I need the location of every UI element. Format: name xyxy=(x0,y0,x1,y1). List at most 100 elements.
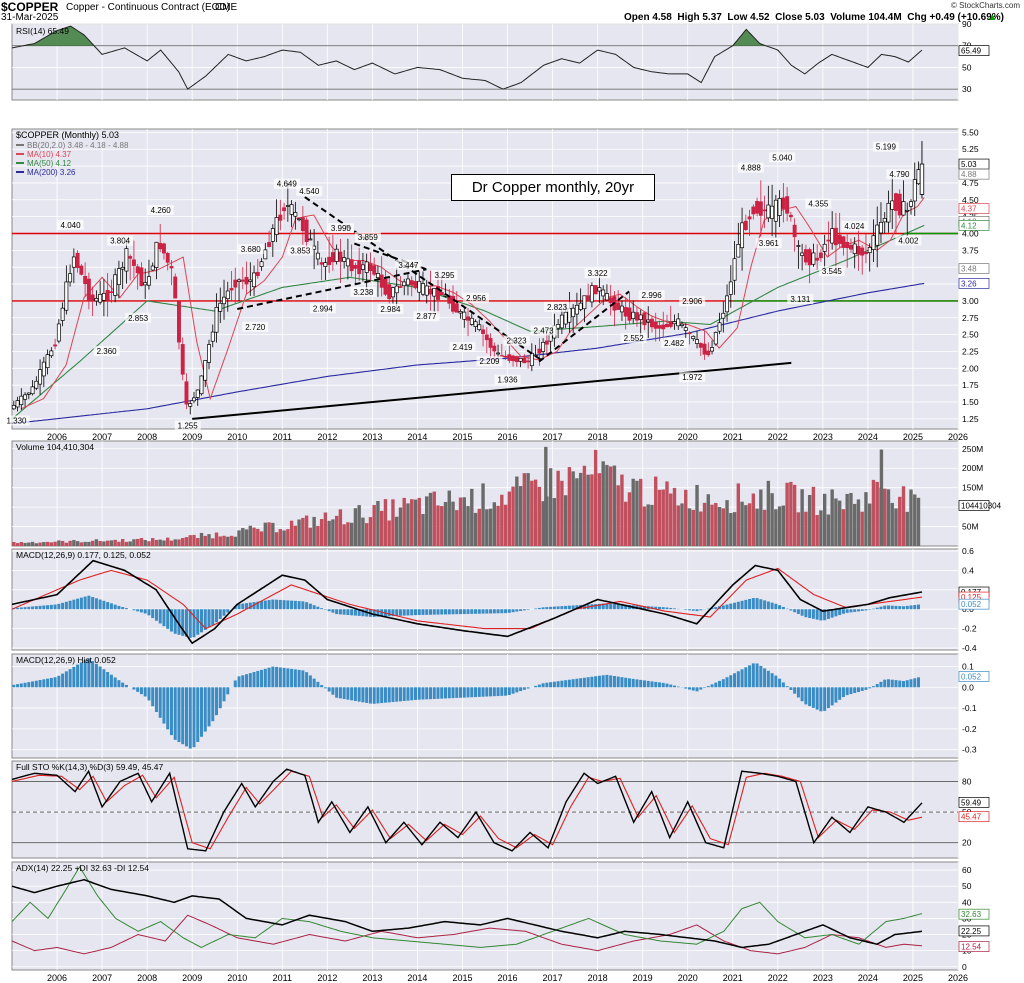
hist-bar xyxy=(447,687,451,699)
volume-bar xyxy=(526,473,530,546)
macd-histogram-bar xyxy=(639,605,643,610)
candle-body xyxy=(608,297,613,304)
hist-bar xyxy=(541,683,545,688)
volume-bar xyxy=(379,510,384,546)
y-axis-tick-label: -0.2 xyxy=(962,724,977,734)
volume-bar xyxy=(781,505,786,546)
macd-histogram-bar xyxy=(864,609,868,611)
panel-background xyxy=(11,440,959,547)
volume-bar xyxy=(466,506,470,546)
hist-bar xyxy=(710,684,714,688)
hist-bar xyxy=(297,669,301,688)
hist-bar xyxy=(346,687,350,700)
hist-bar xyxy=(868,687,872,689)
volume-bar xyxy=(181,537,185,546)
x-axis-tick-label: 2016 xyxy=(498,973,518,983)
hist-bar xyxy=(398,687,402,702)
candle-body xyxy=(653,321,658,329)
candle-body xyxy=(71,256,76,268)
y-axis-tick-label: -0.1 xyxy=(962,703,977,713)
adx-title: ADX(14) 22.25 +DI 32.63 -DI 12.54 xyxy=(16,863,149,873)
volume-bar xyxy=(507,491,512,546)
volume-bar xyxy=(30,541,35,546)
volume-bar xyxy=(372,505,376,546)
candle-body xyxy=(477,324,482,331)
candle-body xyxy=(717,322,722,332)
price-data-label: 5.199 xyxy=(876,143,897,152)
data-label-bg xyxy=(413,311,440,322)
macd-histogram-bar xyxy=(898,606,902,610)
hist-bar xyxy=(875,683,879,688)
candle-body xyxy=(792,224,797,238)
volume-bar xyxy=(102,541,106,546)
macd-histogram-bar xyxy=(173,609,177,634)
macd-histogram-bar xyxy=(177,609,181,635)
x-axis-tick-label: 2010 xyxy=(227,973,247,983)
volume-bar xyxy=(631,478,635,546)
volume-bar xyxy=(34,543,39,546)
macd-histogram-bar xyxy=(312,605,316,610)
candle-body xyxy=(785,196,790,214)
data-label-bg xyxy=(841,220,868,231)
x-axis-tick-label: 2017 xyxy=(543,973,563,983)
macd-histogram-bar xyxy=(710,607,714,610)
macd-histogram-bar xyxy=(695,609,699,612)
volume-bar xyxy=(691,509,695,546)
hist-bar xyxy=(16,684,20,688)
hist-bar xyxy=(898,680,902,688)
macd-histogram-bar xyxy=(91,596,95,610)
volume-bar xyxy=(807,494,812,546)
volume-bar xyxy=(608,466,613,546)
candle-body xyxy=(631,311,636,319)
x-axis-tick-label: 2013 xyxy=(362,432,382,442)
y-axis-tick-label: 1.50 xyxy=(962,397,979,407)
macd-histogram-bar xyxy=(34,606,38,610)
hist-bar xyxy=(57,675,61,688)
price-data-label: 4.024 xyxy=(844,222,865,231)
wedge-lower-line xyxy=(237,268,427,310)
volume-bar xyxy=(826,514,831,546)
hist-bar xyxy=(522,687,526,690)
hist-bar xyxy=(627,678,631,688)
macd-histogram-bar xyxy=(642,605,646,610)
volume-bar xyxy=(665,481,669,546)
macd-histogram-bar xyxy=(290,600,294,610)
hist-bar xyxy=(879,681,883,688)
candle-body xyxy=(725,295,730,313)
volume-bar xyxy=(421,514,425,546)
candle-body xyxy=(278,214,283,221)
volume-bar xyxy=(871,479,876,546)
hist-bar xyxy=(361,687,365,703)
candle-body xyxy=(916,169,921,185)
hist-bar xyxy=(46,678,50,688)
data-label-bg xyxy=(395,259,422,270)
price-data-label: 3.680 xyxy=(241,245,262,254)
macd-histogram-bar xyxy=(425,609,429,615)
volume-bar xyxy=(90,540,95,546)
volume-bar xyxy=(699,511,703,546)
price-data-label: 2.823 xyxy=(547,303,568,312)
volume-bar xyxy=(87,541,91,546)
macd-histogram-bar xyxy=(42,605,46,610)
data-label-bg xyxy=(895,235,922,246)
macd-histogram-bar xyxy=(38,605,42,610)
hist-bar xyxy=(237,676,241,688)
macd-histogram-bar xyxy=(815,609,819,620)
hist-bar xyxy=(200,687,204,737)
candle-body xyxy=(890,200,895,210)
volume-bar xyxy=(150,538,155,546)
volume-bar xyxy=(890,502,894,546)
candle-body xyxy=(64,281,69,311)
hist-last-value: 0.052 xyxy=(961,672,982,681)
volume-bar xyxy=(500,494,504,546)
x-axis-tick-label: 2012 xyxy=(317,973,337,983)
hist-bar xyxy=(661,682,665,688)
volume-bar xyxy=(654,476,658,546)
hist-bar xyxy=(646,680,650,688)
volume-bar xyxy=(64,542,69,546)
hist-bar xyxy=(124,684,128,688)
candle-body xyxy=(559,314,564,329)
macd-histogram-bar xyxy=(699,609,703,611)
candle-body xyxy=(777,198,782,216)
